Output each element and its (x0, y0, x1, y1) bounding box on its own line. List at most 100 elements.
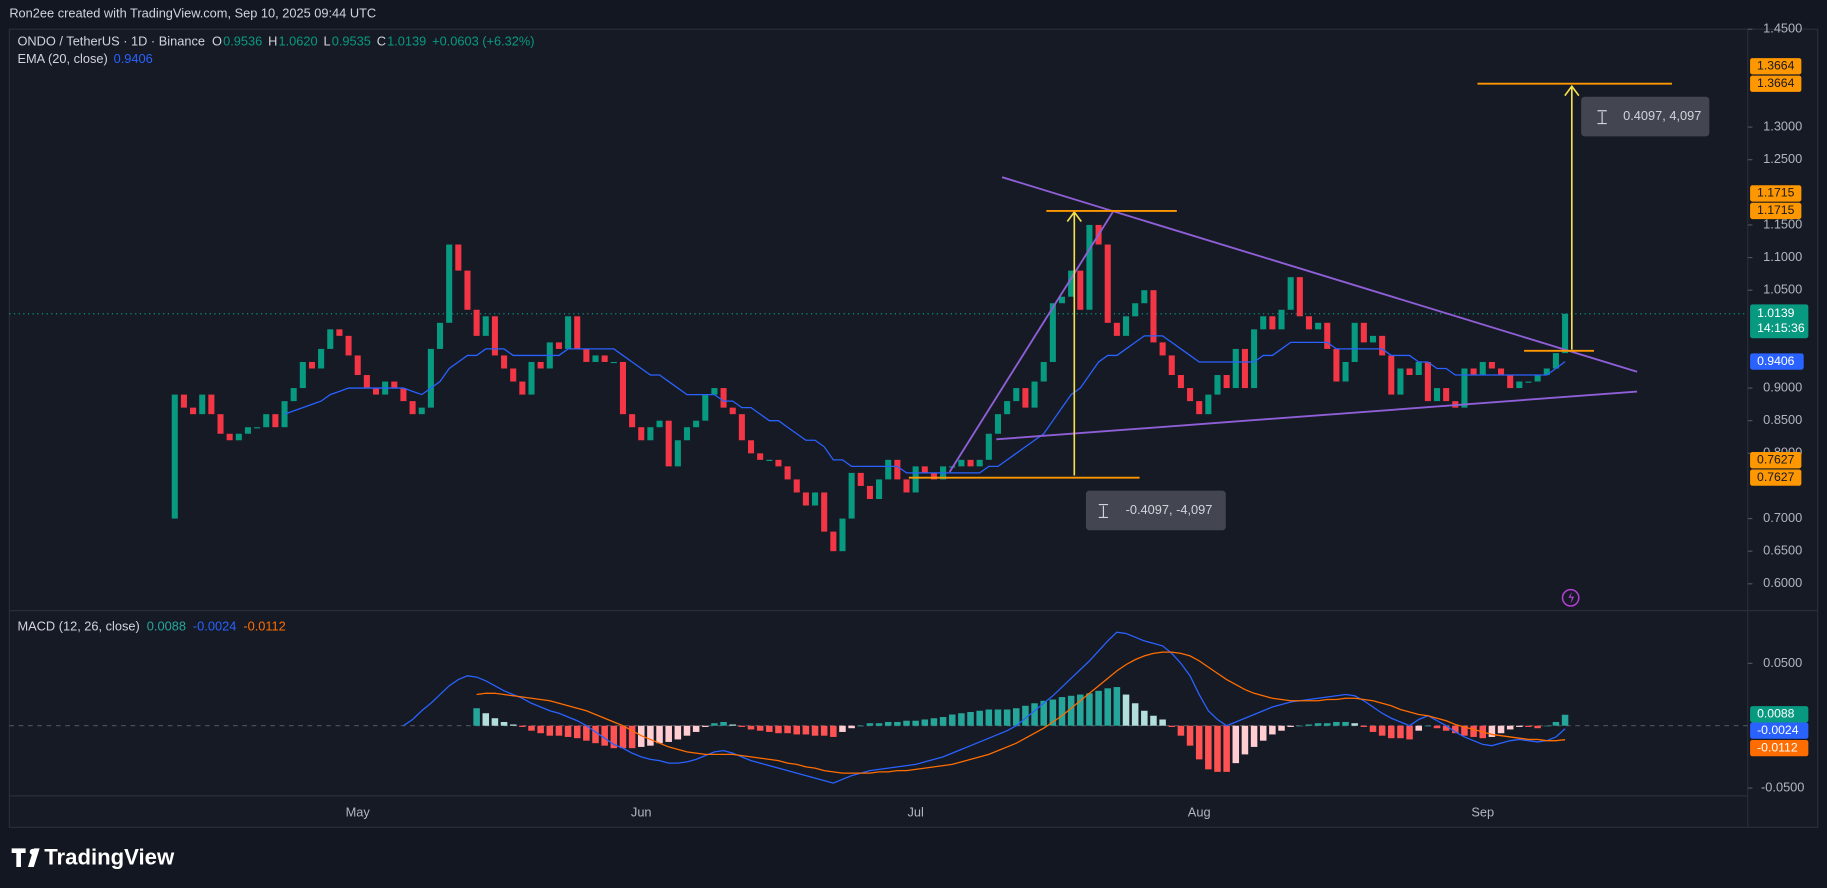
candle (1205, 394, 1212, 415)
candle (693, 420, 700, 428)
measure-box (1085, 490, 1226, 531)
candle (1488, 361, 1495, 369)
histogram-bar (1543, 725, 1551, 727)
trendline (1001, 176, 1638, 373)
candle (766, 459, 773, 462)
histogram-bar (985, 709, 993, 726)
candle (1223, 375, 1230, 389)
indicator-tag (1750, 722, 1809, 739)
candle (1278, 309, 1285, 330)
candle (1562, 313, 1569, 354)
candle (647, 427, 654, 441)
histogram-bar (884, 721, 892, 726)
histogram-bar (1342, 721, 1349, 726)
histogram-bar (976, 710, 983, 726)
histogram-bar (1497, 725, 1505, 734)
histogram-bar (601, 725, 608, 746)
candle (830, 531, 837, 552)
candle (729, 407, 736, 415)
histogram-bar (1159, 719, 1166, 726)
histogram-bar (1131, 703, 1139, 726)
candle (1187, 388, 1194, 402)
last-price-tag (1750, 304, 1809, 339)
histogram-bar (839, 725, 846, 732)
candle (1534, 375, 1541, 382)
histogram-bar (1232, 725, 1240, 764)
candle (244, 427, 251, 434)
candle (455, 244, 462, 271)
indicator-tag-text: -0.0024 (1757, 723, 1799, 737)
legend-text: ONDO / TetherUS · 1D · Binance (17, 33, 205, 48)
candle (491, 316, 498, 356)
histogram-bar (1022, 705, 1029, 726)
price-tag-text: 1.1715 (1757, 186, 1795, 200)
candle (1122, 316, 1130, 336)
countdown: 14:15:36 (1757, 321, 1805, 335)
arrow-head (1564, 84, 1580, 97)
candle (418, 407, 425, 415)
candle (958, 459, 965, 467)
alert-icon[interactable] (1561, 588, 1580, 607)
histogram-bar (793, 725, 801, 735)
candle (812, 492, 819, 506)
candle (1296, 277, 1303, 317)
histogram-bar (1269, 725, 1276, 735)
histogram-bar (1241, 725, 1249, 755)
histogram-bar (1360, 725, 1368, 727)
candle (1525, 381, 1532, 383)
candle (976, 459, 983, 467)
histogram-bar (1506, 725, 1514, 730)
histogram-bar (1067, 695, 1075, 726)
candle (738, 414, 745, 441)
histogram-bar (1433, 725, 1441, 729)
histogram-bar (1113, 687, 1121, 726)
candle (592, 355, 599, 362)
measure-icon (1597, 110, 1607, 125)
histogram-bar (1424, 725, 1432, 727)
candle (1388, 355, 1395, 395)
histogram-bar (1150, 715, 1157, 726)
histogram-bar (1077, 694, 1084, 726)
y-tick-label: 1.3000 (1763, 118, 1802, 133)
y-tick-label: 1.4500 (1763, 21, 1802, 36)
y-tick-label: 1.1000 (1763, 249, 1802, 264)
measure-text: 0.4097, 4,097 (1623, 108, 1701, 123)
histogram-bar (948, 714, 956, 726)
candle (565, 316, 572, 349)
y-tick-label: 1.0500 (1763, 282, 1802, 297)
candle (601, 355, 608, 362)
price-tag-text: 1.3664 (1757, 76, 1795, 90)
candle (1113, 322, 1120, 336)
candle (1159, 342, 1166, 356)
histogram-bar (628, 725, 636, 749)
histogram-bar (692, 725, 700, 732)
histogram-bar (1223, 725, 1230, 772)
candle (656, 420, 663, 428)
histogram-bar (546, 725, 554, 736)
candle (1406, 368, 1413, 376)
legend-text: 0.0088 (147, 618, 186, 633)
candle (1049, 303, 1056, 362)
candle (254, 427, 261, 429)
indicator-tag (1750, 739, 1809, 757)
candle (1470, 368, 1477, 376)
candle (1315, 322, 1322, 330)
candle (903, 479, 910, 493)
histogram-bar (1186, 725, 1194, 746)
histogram-bar (564, 725, 572, 737)
arrow-head (1066, 210, 1082, 222)
candle (437, 322, 444, 349)
trendline (996, 390, 1638, 441)
last-price-text: 1.0139 (1757, 306, 1795, 320)
y-tick-label: 0.6000 (1763, 575, 1802, 590)
histogram-bar (1415, 725, 1422, 731)
histogram-bar (509, 724, 517, 726)
legend-text: 1.0139 (387, 33, 426, 48)
x-tick-label: Sep (1471, 805, 1494, 820)
candle (848, 472, 855, 519)
histogram-bar (1442, 725, 1450, 731)
legend-text: 1.0620 (279, 33, 318, 48)
histogram-bar (784, 725, 791, 734)
candle (1516, 381, 1523, 389)
